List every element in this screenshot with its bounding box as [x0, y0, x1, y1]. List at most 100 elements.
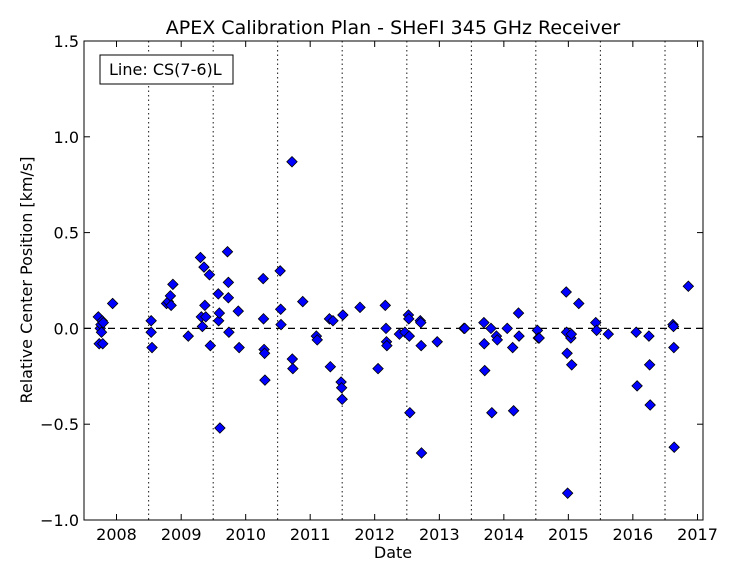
- data-point: [287, 362, 299, 375]
- data-point: [573, 297, 585, 310]
- data-point: [590, 324, 603, 337]
- data-point: [145, 314, 157, 327]
- y-tick-label: 1.0: [54, 128, 79, 147]
- data-point: [213, 307, 226, 319]
- x-axis-label: Date: [374, 543, 412, 562]
- data-point: [415, 316, 427, 329]
- data-point: [337, 309, 349, 321]
- data-point: [223, 326, 235, 338]
- data-point: [165, 299, 177, 312]
- data-point: [335, 382, 348, 394]
- x-tick-label: 2016: [612, 525, 653, 544]
- data-point: [512, 307, 525, 319]
- data-point: [644, 399, 656, 411]
- data-point: [415, 339, 427, 352]
- data-point: [403, 313, 415, 325]
- data-point: [324, 360, 337, 373]
- legend-box: Line: CS(7-6)L: [99, 54, 234, 85]
- data-point: [560, 286, 572, 298]
- data-point: [257, 272, 269, 285]
- data-point: [96, 337, 109, 350]
- data-point: [404, 406, 416, 419]
- data-point: [198, 261, 210, 273]
- data-point: [415, 447, 428, 459]
- data-point: [286, 155, 298, 168]
- y-tick-label: 0.0: [54, 319, 79, 338]
- data-point: [146, 341, 158, 354]
- data-point: [668, 341, 680, 354]
- data-point: [561, 487, 574, 499]
- x-tick-label: 2013: [419, 525, 460, 544]
- data-point: [259, 374, 271, 386]
- data-point: [565, 328, 578, 340]
- data-point: [403, 330, 416, 342]
- data-point: [275, 318, 287, 331]
- data-point: [95, 326, 108, 338]
- y-tick-label: −0.5: [40, 415, 79, 434]
- data-point: [533, 332, 545, 344]
- data-point: [372, 362, 384, 375]
- plot-area: [84, 41, 703, 520]
- chart-title: APEX Calibration Plan - SHeFI 345 GHz Re…: [166, 17, 621, 39]
- data-point: [106, 297, 119, 310]
- data-point: [274, 265, 286, 277]
- data-point: [643, 359, 656, 371]
- data-point: [486, 406, 498, 419]
- legend-text: Line: CS(7-6)L: [109, 60, 222, 79]
- y-axis-ticks: −1.0 −0.5 0.0 0.5 1.0 1.5: [40, 32, 703, 530]
- data-point: [167, 278, 179, 291]
- data-point: [204, 339, 217, 352]
- data-point: [327, 314, 339, 327]
- plot-frame: [83, 40, 704, 521]
- data-point: [565, 359, 578, 371]
- data-point: [513, 330, 525, 342]
- data-point: [379, 299, 392, 312]
- data-points: [92, 155, 695, 499]
- data-point: [196, 320, 209, 333]
- y-tick-label: 0.5: [54, 224, 79, 243]
- data-point: [631, 380, 643, 392]
- x-tick-label: 2014: [483, 525, 524, 544]
- data-point: [667, 320, 680, 333]
- data-point: [630, 326, 642, 338]
- data-point: [182, 330, 195, 342]
- data-point: [222, 276, 235, 289]
- x-tick-label: 2010: [225, 525, 266, 544]
- x-tick-label: 2017: [677, 525, 718, 544]
- data-point: [233, 341, 245, 354]
- data-point: [478, 337, 491, 350]
- data-point: [478, 316, 490, 329]
- data-point: [199, 311, 212, 323]
- data-point: [97, 316, 110, 329]
- data-point: [506, 341, 519, 354]
- data-point: [354, 301, 366, 314]
- data-point: [311, 334, 324, 346]
- x-tick-label: 2008: [96, 525, 137, 544]
- x-tick-label: 2015: [548, 525, 589, 544]
- data-point: [485, 322, 497, 335]
- data-point: [507, 405, 520, 417]
- data-point: [199, 299, 211, 312]
- data-point: [479, 364, 491, 377]
- data-point: [459, 322, 471, 335]
- data-point: [145, 326, 157, 338]
- data-point: [491, 334, 504, 346]
- data-point: [214, 422, 226, 434]
- y-tick-label: −1.0: [40, 511, 79, 530]
- data-point: [682, 280, 695, 293]
- data-point: [194, 251, 207, 264]
- data-point: [203, 268, 216, 281]
- data-point: [257, 313, 270, 325]
- y-axis-label: Relative Center Position [km/s]: [17, 157, 36, 404]
- x-axis-ticks: 2008 2009 2010 2011 2012 2013 2014 2015 2016 2017: [96, 41, 718, 544]
- y-tick-label: 1.5: [54, 32, 79, 51]
- data-point: [431, 336, 444, 348]
- data-point: [274, 303, 287, 316]
- data-point: [232, 305, 245, 317]
- x-tick-label: 2009: [161, 525, 202, 544]
- data-point: [501, 322, 513, 335]
- x-tick-label: 2011: [290, 525, 331, 544]
- data-point: [381, 339, 393, 352]
- data-point: [212, 288, 225, 300]
